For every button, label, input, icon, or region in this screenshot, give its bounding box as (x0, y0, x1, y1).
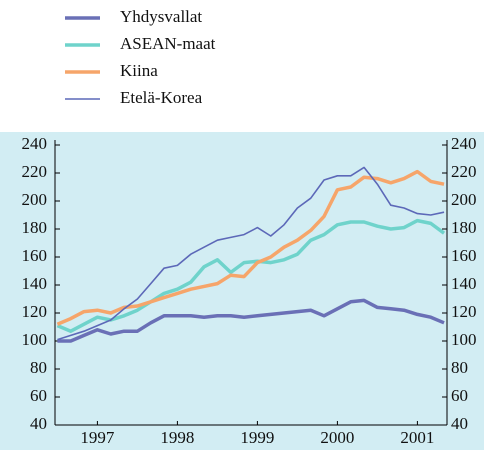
y2-tick-label: 100 (451, 330, 477, 349)
series-line (57, 166, 445, 341)
x-tick-label: 1998 (160, 428, 194, 447)
x-tick-label: 2001 (400, 428, 434, 447)
y-tick-label: 180 (22, 218, 48, 237)
legend-label: ASEAN-maat (120, 34, 216, 53)
x-tick-label: 1999 (240, 428, 274, 447)
y-tick-label: 240 (22, 134, 48, 153)
x-tick-label: 2000 (320, 428, 354, 447)
y2-tick-label: 220 (451, 162, 477, 181)
x-tick-label: 1997 (80, 428, 115, 447)
y-tick-label: 120 (22, 302, 48, 321)
y2-tick-label: 140 (451, 274, 477, 293)
legend-label: Kiina (120, 61, 158, 80)
y-tick-label: 220 (22, 162, 48, 181)
y-tick-label: 200 (22, 190, 48, 209)
y2-tick-label: 80 (451, 358, 468, 377)
series-line (56, 218, 446, 333)
legend-label: Yhdysvallat (120, 7, 202, 26)
y-tick-label: 100 (22, 330, 48, 349)
y-tick-label: 60 (30, 386, 47, 405)
y-tick-label: 80 (30, 358, 47, 377)
plot-background (0, 132, 484, 450)
legend-label: Etelä-Korea (120, 88, 203, 107)
y2-tick-label: 40 (451, 414, 468, 433)
y-tick-label: 140 (22, 274, 48, 293)
y-tick-label: 40 (30, 414, 47, 433)
series-line (57, 298, 445, 343)
y-tick-label: 160 (22, 246, 48, 265)
y2-tick-label: 120 (451, 302, 477, 321)
series-line (56, 169, 445, 326)
y2-tick-label: 200 (451, 190, 477, 209)
y2-tick-label: 240 (451, 134, 477, 153)
y2-tick-label: 160 (451, 246, 477, 265)
y2-tick-label: 60 (451, 386, 468, 405)
y2-tick-label: 180 (451, 218, 477, 237)
